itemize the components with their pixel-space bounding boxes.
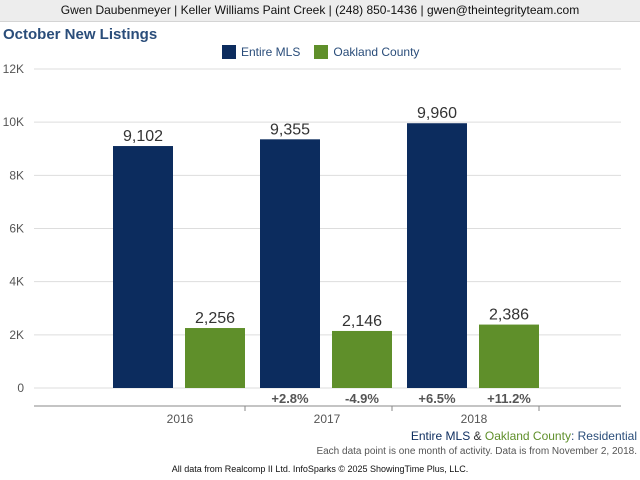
- bar-oakland-county-2016: [185, 328, 245, 388]
- data-label-value: 2,386: [489, 307, 529, 324]
- data-credit: All data from Realcomp II Ltd. InfoSpark…: [171, 464, 469, 474]
- data-label-value: 9,355: [270, 121, 310, 138]
- data-note: Each data point is one month of activity…: [316, 446, 637, 457]
- y-tick-label: 8K: [9, 168, 24, 182]
- legend-item-entire-mls[interactable]: Entire MLS: [222, 45, 300, 59]
- bar-oakland-county-2018: [479, 324, 539, 388]
- y-tick-label: 10K: [3, 115, 24, 129]
- data-label-value: 2,146: [342, 313, 382, 330]
- legend-label-entire-mls: Entire MLS: [241, 45, 301, 59]
- chart-title: October New Listings: [3, 26, 158, 43]
- data-label-change: +2.8%: [271, 391, 309, 406]
- y-tick-label: 6K: [9, 222, 24, 236]
- y-tick-label: 12K: [3, 62, 24, 76]
- legend-swatch-entire-mls: [222, 45, 236, 59]
- footer-amp: &: [470, 429, 485, 443]
- legend-swatch-oakland-county: [314, 45, 329, 59]
- footer-series-oakland: Oakland County: [484, 429, 571, 443]
- footer-series-entire-mls: Entire MLS: [410, 429, 471, 443]
- x-tick-label-2018: 2018: [461, 412, 488, 426]
- legend-label-oakland-county: Oakland County: [333, 45, 420, 59]
- data-label-change: +11.2%: [487, 391, 531, 406]
- bar-entire-mls-2018: [407, 123, 467, 388]
- contact-header: Gwen Daubenmeyer | Keller Williams Paint…: [0, 0, 640, 22]
- footer-property-type: : Residential: [570, 429, 637, 443]
- x-tick-label-2017: 2017: [314, 412, 341, 426]
- bar-oakland-county-2017: [332, 330, 392, 388]
- bar-entire-mls-2016: [113, 146, 173, 388]
- data-label-value: 9,960: [417, 105, 457, 122]
- legend-item-oakland-county[interactable]: Oakland County: [314, 45, 419, 59]
- x-tick-label-2016: 2016: [167, 412, 194, 426]
- chart-legend: Entire MLS Oakland County: [222, 45, 433, 59]
- y-tick-label: 4K: [9, 275, 24, 289]
- bar-entire-mls-2017: [260, 139, 320, 388]
- data-label-change: -4.9%: [345, 391, 379, 406]
- y-tick-label: 0: [17, 381, 24, 395]
- y-tick-label: 2K: [9, 328, 24, 342]
- series-description: Entire MLS & Oakland County: Residential: [411, 429, 637, 443]
- data-label-value: 2,256: [195, 310, 235, 327]
- data-label-change: +6.5%: [418, 391, 456, 406]
- data-label-value: 9,102: [123, 128, 163, 145]
